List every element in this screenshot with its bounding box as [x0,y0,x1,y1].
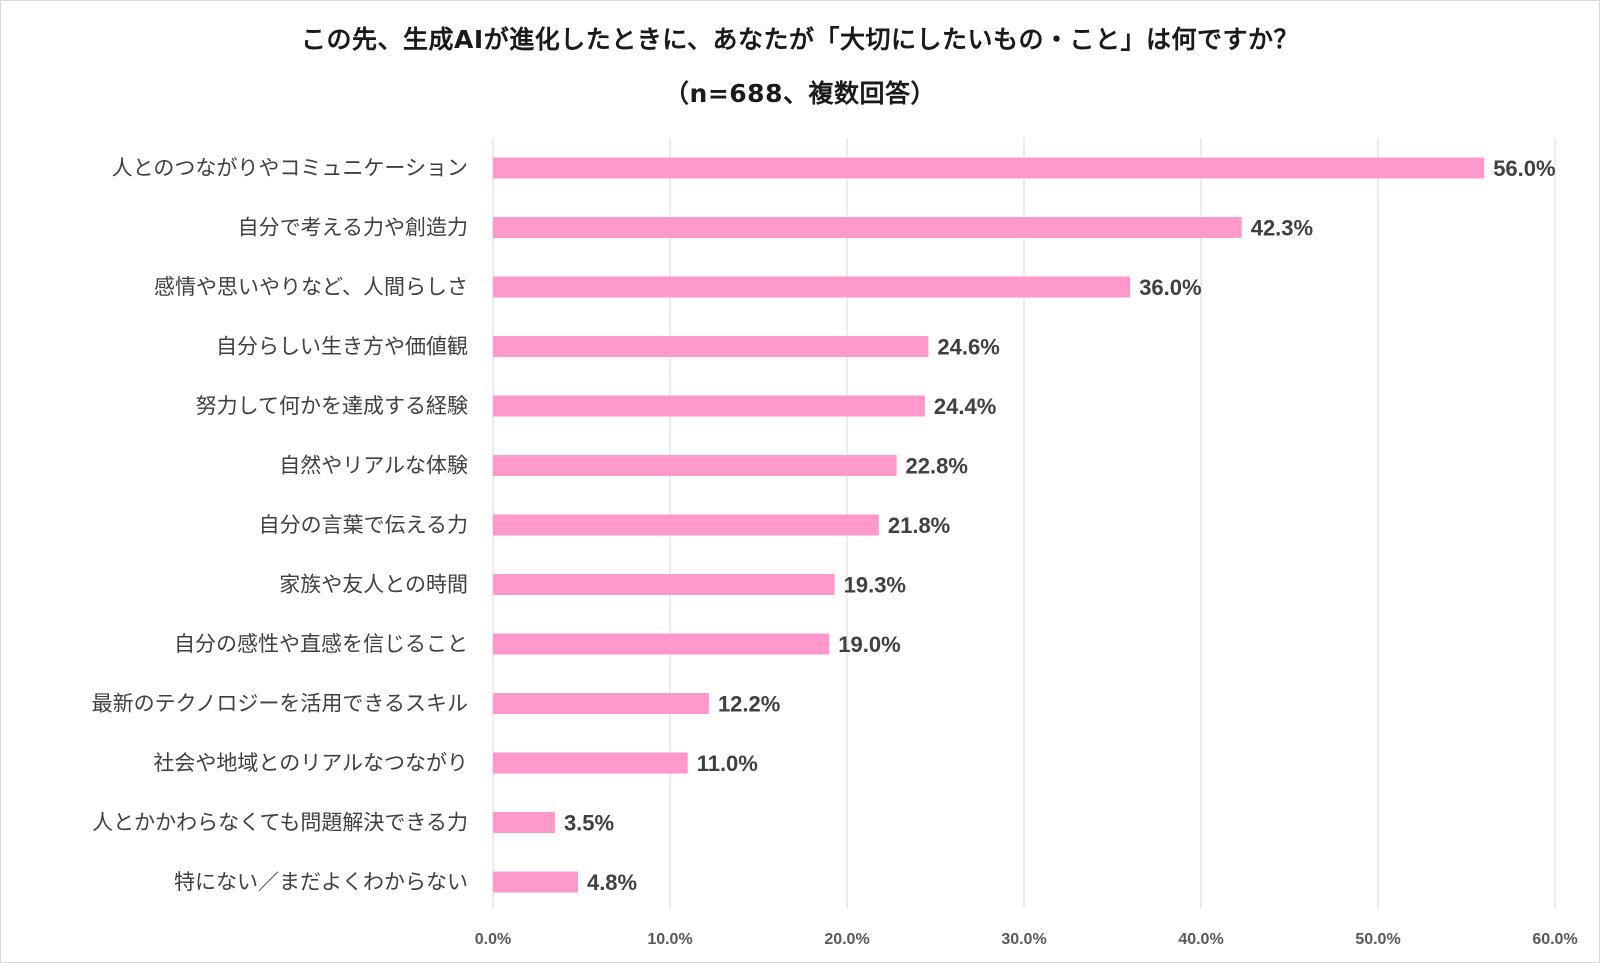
data-label: 19.3% [844,573,906,598]
x-tick-label: 0.0% [475,931,511,948]
x-tick-label: 40.0% [1178,931,1223,948]
bar [493,752,688,774]
bar [493,395,925,417]
x-tick-label: 10.0% [647,931,692,948]
data-label: 36.0% [1139,275,1201,300]
bar [493,693,709,714]
category-label: 家族や友人との時間 [279,573,468,597]
bar [493,871,578,893]
bar [493,217,1242,238]
category-label: 自分の感性や直感を信じること [174,632,468,656]
data-label: 3.5% [564,811,614,836]
category-label: 最新のテクノロジーを活用できるスキル [92,692,468,716]
category-label: 自然やリアルな体験 [279,454,468,478]
category-label: 自分の言葉で伝える力 [259,513,468,537]
bar [493,455,897,476]
category-label: 自分らしい生き方や価値観 [216,335,468,359]
data-label: 11.0% [697,751,758,776]
data-label: 42.3% [1251,216,1313,241]
data-label: 21.8% [888,513,950,538]
bar [493,336,929,357]
data-label: 22.8% [906,454,968,479]
data-label: 4.8% [587,870,637,895]
category-label: 自分で考える力や創造力 [238,216,468,240]
category-label: 特にない／まだよくわからない [174,870,468,894]
category-label: 人とのつながりやコミュニケーション [112,156,468,180]
bar [493,514,879,536]
bar [493,276,1131,298]
chart-title: この先、生成AIが進化したときに、あなたが「大切にしたいもの・こと」は何ですか？ [301,25,1299,54]
chart-subtitle: （n=688、複数回答） [664,79,936,108]
data-label: 24.4% [934,394,996,419]
bar [493,812,555,833]
category-label: 人とかかわらなくても問題解決できる力 [92,811,468,835]
bar [493,157,1485,179]
data-label: 24.6% [937,335,999,360]
data-label: 56.0% [1493,156,1555,181]
x-tick-label: 60.0% [1532,931,1577,948]
bar [493,574,835,595]
x-tick-label: 30.0% [1001,931,1046,948]
data-label: 12.2% [718,692,780,717]
x-tick-label: 20.0% [824,931,869,948]
bar [493,633,830,655]
data-label: 19.0% [838,632,900,657]
category-label: 社会や地域とのリアルなつながり [153,751,468,775]
category-label: 感情や思いやりなど、人間らしさ [154,275,468,299]
category-label: 努力して何かを達成する経験 [196,394,468,418]
x-tick-label: 50.0% [1355,931,1400,948]
